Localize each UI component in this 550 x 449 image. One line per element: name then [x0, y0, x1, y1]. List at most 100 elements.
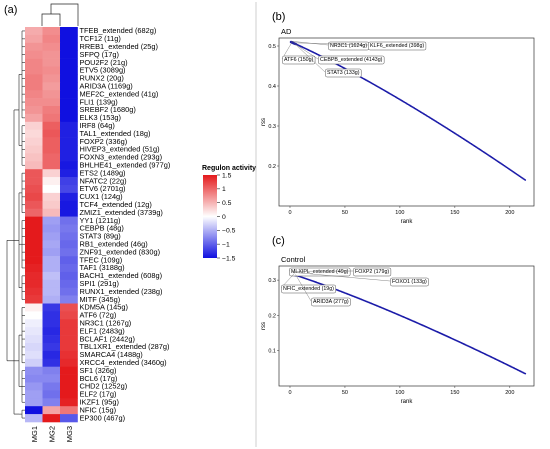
heatmap-column-label: MG1	[30, 426, 39, 442]
heatmap-row-label: TFEC (109g)	[80, 255, 123, 264]
heatmap-cell	[25, 177, 43, 186]
heatmap-column-label: MG2	[47, 426, 56, 442]
heatmap-cell	[42, 58, 61, 67]
heatmap-row-label: BCL6 (17g)	[80, 374, 118, 383]
plot-title: AD	[281, 27, 292, 36]
heatmap-cell	[60, 414, 78, 423]
heatmap-row-label: ETV6 (2701g)	[80, 184, 126, 193]
heatmap-cell	[42, 90, 61, 99]
legend-title: Regulon activity	[202, 165, 256, 172]
heatmap-cell	[42, 185, 61, 194]
panel-b-letter: (b)	[272, 11, 285, 23]
x-tick-label: 100	[395, 210, 404, 216]
heatmap-row-label: EP300 (467g)	[80, 413, 126, 422]
heatmap-cell	[25, 271, 43, 281]
heatmap-cell	[60, 319, 78, 328]
heatmap-cell	[25, 311, 43, 320]
heatmap-cell	[60, 303, 78, 312]
heatmap-cell	[42, 106, 61, 115]
heatmap-row-label: ATF6 (72g)	[80, 311, 117, 320]
heatmap-cell	[25, 374, 43, 383]
point-annotation: ARID3A (277g)	[313, 299, 349, 305]
heatmap-row-label: ARID3A (1169g)	[80, 81, 133, 90]
heatmap-cell	[60, 192, 78, 202]
heatmap-cell	[42, 42, 61, 51]
heatmap-cell	[25, 145, 43, 154]
heatmap-cell	[42, 350, 61, 360]
heatmap-cell	[60, 335, 78, 344]
legend-tick-label: 1.5	[222, 172, 232, 179]
legend-tick-label: −0.5	[222, 228, 236, 235]
heatmap-row-label: FLI1 (139g)	[80, 97, 118, 106]
heatmap-cell	[60, 208, 78, 217]
panel-a: (a) TFEB_extended (682g)TCF12 (11g)RREB1…	[4, 3, 256, 442]
heatmap-cell	[42, 121, 61, 130]
y-tick-label: 0.1	[268, 349, 276, 355]
heatmap-cell	[42, 34, 61, 44]
heatmap-cell	[25, 406, 43, 415]
heatmap-cell	[25, 98, 43, 107]
heatmap-cell	[60, 248, 78, 257]
heatmap-row-label: ELF1 (2483g)	[80, 326, 125, 335]
heatmap-row-label: RREB1_extended (25g)	[80, 42, 158, 51]
plot-frame	[278, 37, 535, 207]
heatmap-row-label: TBL1XR1_extended (287g)	[80, 342, 170, 351]
heatmap-row-label: MEF2C_extended (41g)	[80, 89, 159, 98]
legend-tick-label: 1	[222, 186, 226, 193]
heatmap-cell	[42, 66, 61, 75]
heatmap-cell	[25, 34, 43, 44]
heatmap-cell	[42, 343, 61, 352]
heatmap-row-label: BCLAF1 (2442g)	[80, 334, 135, 343]
annotation-box	[353, 267, 392, 277]
annotation-box	[390, 277, 429, 287]
heatmap-row-label: HIVEP3_extended (51g)	[80, 145, 160, 154]
heatmap-row-label: SPI1 (291g)	[80, 279, 119, 288]
point-annotation: FOXO1 (133g)	[392, 279, 427, 285]
heatmap-cell	[42, 264, 61, 273]
heatmap-cell	[42, 256, 61, 265]
heatmap-cell	[60, 50, 78, 59]
heatmap-column-labels: MG1 MG2 MG3	[30, 426, 74, 442]
heatmap-cell	[25, 90, 43, 99]
heatmap-cell	[25, 66, 43, 75]
y-tick-label: 0.3	[268, 278, 276, 284]
heatmap-cell	[25, 295, 43, 304]
heatmap-cell	[25, 169, 43, 178]
heatmap-cell	[25, 335, 43, 344]
heatmap-row-label: FOXP2 (336g)	[80, 137, 128, 146]
x-axis-label: rank	[401, 219, 414, 225]
heatmap-cell	[60, 264, 78, 273]
heatmap-cell	[25, 358, 43, 367]
heatmap-cell	[42, 82, 61, 91]
heatmap-row-label: ZNF91_extended (830g)	[80, 247, 161, 256]
x-tick-label: 0	[288, 390, 291, 396]
heatmap-cell	[60, 374, 78, 383]
heatmap-cell	[42, 366, 61, 375]
heatmap-cell	[42, 224, 61, 233]
heatmap-cell	[42, 161, 61, 170]
heatmap-cell	[25, 82, 43, 91]
heatmap-cell	[42, 153, 61, 162]
heatmap-cell	[42, 374, 61, 383]
heatmap-cell	[42, 137, 61, 146]
heatmap-row-label: NFATC2 (22g)	[80, 176, 127, 185]
heatmap-cell	[60, 66, 78, 75]
row-dendrogram	[6, 30, 25, 419]
legend-tick-label: −1	[222, 241, 230, 248]
heatmap-cell	[42, 335, 61, 344]
heatmap-cell	[25, 185, 43, 194]
heatmap-row-label: ETV5 (3089g)	[80, 66, 126, 75]
heatmap-cell	[42, 279, 61, 288]
panel-b: (b) AD 0 50 100 150 200 0.2 0.3 0.4 0.5 rank rss NR3…	[261, 11, 535, 225]
x-tick-label: 200	[505, 210, 514, 216]
heatmap-cell	[25, 366, 43, 375]
heatmap-cell	[60, 295, 78, 304]
heatmap-cell	[60, 169, 78, 178]
heatmap-row-label: ETS2 (1489g)	[80, 168, 126, 177]
heatmap-cell	[25, 208, 43, 217]
heatmap-cell	[42, 303, 61, 312]
heatmap-cell	[42, 169, 61, 178]
x-tick-label: 50	[342, 390, 348, 396]
scatter-ad: AD 0 50 100 150 200 0.2 0.3 0.4 0.5 rank rss NR3C1 (…	[261, 27, 535, 225]
